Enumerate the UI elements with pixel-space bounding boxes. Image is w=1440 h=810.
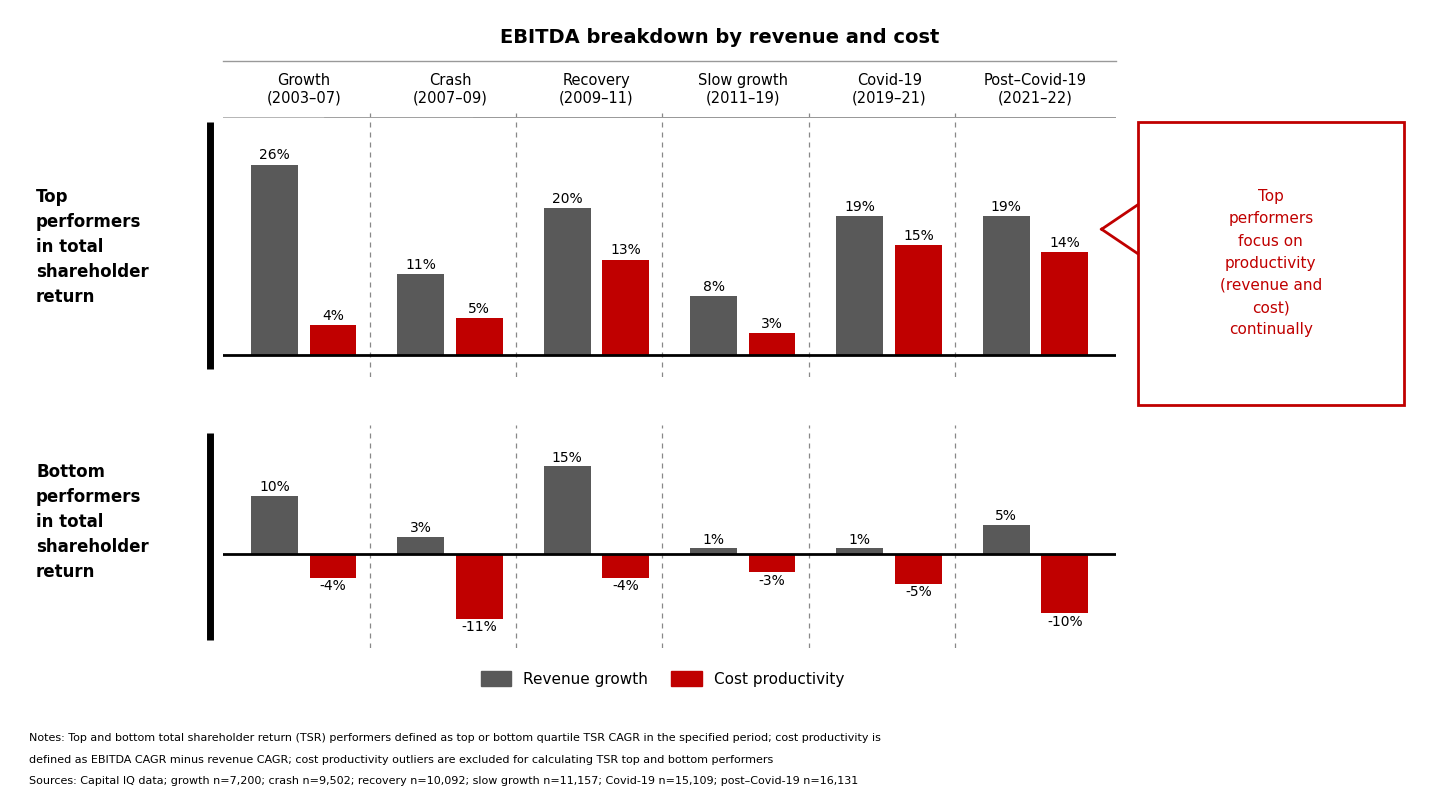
Bar	[896, 554, 942, 583]
Bar	[251, 164, 298, 355]
Text: 19%: 19%	[844, 199, 876, 214]
Bar	[602, 260, 649, 355]
Text: 5%: 5%	[468, 302, 490, 316]
Bar	[310, 326, 356, 355]
Bar	[749, 554, 795, 572]
Text: -4%: -4%	[320, 579, 347, 594]
Text: 4%: 4%	[323, 309, 344, 323]
Text: 11%: 11%	[405, 258, 436, 272]
Text: 8%: 8%	[703, 280, 724, 294]
Text: Sources: Capital IQ data; growth n=7,200; crash n=9,502; recovery n=10,092; slow: Sources: Capital IQ data; growth n=7,200…	[29, 776, 858, 786]
Text: EBITDA breakdown by revenue and cost: EBITDA breakdown by revenue and cost	[500, 28, 940, 47]
Text: 14%: 14%	[1050, 237, 1080, 250]
Bar	[544, 467, 590, 554]
Bar	[1041, 253, 1089, 355]
Text: 3%: 3%	[410, 521, 432, 535]
Bar	[984, 215, 1030, 355]
Text: defined as EBITDA CAGR minus revenue CAGR; cost productivity outliers are exclud: defined as EBITDA CAGR minus revenue CAG…	[29, 755, 773, 765]
Bar	[837, 548, 883, 554]
Text: 20%: 20%	[552, 192, 582, 207]
Bar	[984, 525, 1030, 554]
Bar	[456, 554, 503, 619]
Bar	[544, 208, 590, 355]
Legend: Revenue growth, Cost productivity: Revenue growth, Cost productivity	[474, 665, 851, 693]
Text: Top
performers
in total
shareholder
return: Top performers in total shareholder retu…	[36, 188, 148, 306]
Bar	[456, 318, 503, 355]
Text: 10%: 10%	[259, 480, 289, 494]
Text: 1%: 1%	[703, 533, 724, 547]
Text: Top
performers
focus on
productivity
(revenue and
cost)
continually: Top performers focus on productivity (re…	[1220, 190, 1322, 337]
Text: -4%: -4%	[612, 579, 639, 594]
Bar	[837, 215, 883, 355]
Text: 15%: 15%	[552, 450, 583, 464]
Bar	[397, 275, 444, 355]
Bar	[690, 548, 737, 554]
Text: 13%: 13%	[611, 244, 641, 258]
Bar	[397, 537, 444, 554]
Bar	[310, 554, 356, 578]
Text: -11%: -11%	[461, 620, 497, 634]
Text: 1%: 1%	[848, 533, 871, 547]
Bar	[896, 245, 942, 355]
Text: 3%: 3%	[762, 317, 783, 330]
Text: 5%: 5%	[995, 509, 1017, 523]
Text: -3%: -3%	[759, 573, 785, 587]
Bar	[749, 333, 795, 355]
Bar	[602, 554, 649, 578]
Text: -10%: -10%	[1047, 615, 1083, 629]
Text: Bottom
performers
in total
shareholder
return: Bottom performers in total shareholder r…	[36, 463, 148, 582]
Text: -5%: -5%	[904, 586, 932, 599]
Text: 15%: 15%	[903, 229, 933, 243]
Bar	[251, 496, 298, 554]
Text: Notes: Top and bottom total shareholder return (TSR) performers defined as top o: Notes: Top and bottom total shareholder …	[29, 733, 881, 743]
Bar	[690, 296, 737, 355]
Bar	[1041, 554, 1089, 613]
Text: 26%: 26%	[259, 148, 289, 162]
Text: 19%: 19%	[991, 199, 1021, 214]
